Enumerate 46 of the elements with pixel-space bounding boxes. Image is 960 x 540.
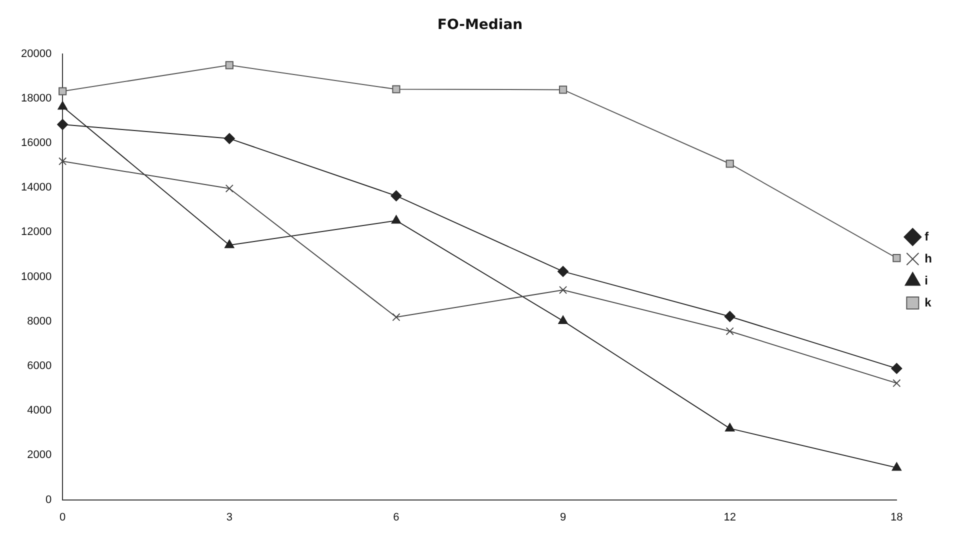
legend-label: i [924, 273, 928, 288]
point [391, 215, 402, 224]
point [892, 379, 901, 388]
legend-label: h [924, 251, 932, 266]
point [559, 286, 568, 294]
x-tick-label: 6 [393, 511, 400, 524]
x-tick-label: 0 [60, 511, 66, 524]
y-tick-label: 12000 [20, 226, 52, 238]
y-tick-label: 10000 [20, 270, 52, 283]
x-tick-label: 9 [560, 511, 566, 524]
point [392, 85, 400, 94]
point [892, 462, 902, 471]
y-tick-label: 4000 [27, 404, 52, 417]
point [725, 422, 735, 432]
y-tick-label: 2000 [27, 449, 52, 462]
legend-label: f [924, 229, 930, 244]
y-tick-label: 20000 [20, 48, 52, 60]
point [224, 240, 234, 248]
y-tick-label: 14000 [20, 182, 52, 194]
point [224, 133, 235, 144]
point [892, 254, 901, 262]
x-tick-label: 18 [890, 511, 903, 524]
point [558, 315, 568, 324]
point [558, 266, 569, 277]
y-tick-label: 18000 [20, 92, 52, 104]
chart-title: FO-Median [437, 17, 523, 34]
legend-label: k [924, 295, 932, 310]
point [57, 118, 68, 130]
y-tick-label: 8000 [27, 315, 52, 328]
point [58, 101, 68, 110]
point [390, 190, 402, 202]
point [392, 313, 400, 322]
point [58, 87, 67, 96]
x-tick-label: 12 [724, 511, 736, 524]
point [726, 327, 734, 336]
point [559, 86, 568, 94]
point [724, 310, 736, 322]
y-tick-label: 6000 [27, 360, 52, 372]
x-tick-label: 3 [226, 511, 232, 524]
point [225, 184, 234, 193]
point [726, 160, 734, 168]
y-tick-label: 0 [45, 494, 52, 506]
point [225, 61, 234, 70]
y-tick-label: 16000 [20, 137, 52, 150]
point [58, 157, 67, 166]
point [891, 362, 902, 374]
